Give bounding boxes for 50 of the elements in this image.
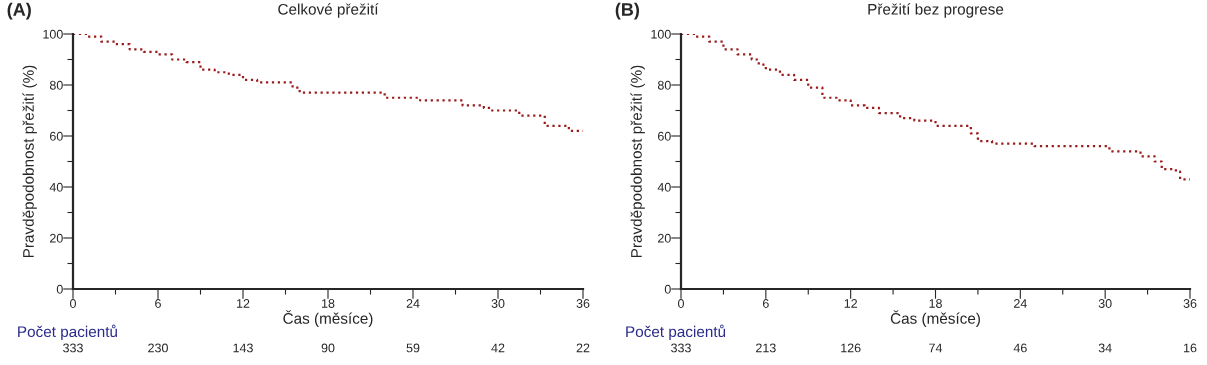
x-tick-label: 0 — [678, 299, 684, 308]
text: 34 — [1098, 343, 1112, 353]
chart-title: Celkové přežití — [278, 3, 379, 18]
y-axis-title: Pravděpodobnost přežití (%) — [630, 65, 645, 258]
y-tick-label: 0 — [56, 284, 63, 294]
x-tick-label: 12 — [844, 299, 857, 308]
x-tick-label: 24 — [406, 299, 420, 308]
y-tick-label: 60 — [658, 131, 671, 141]
y-tick-label: 40 — [49, 182, 63, 192]
x-tick-label: 18 — [322, 299, 335, 308]
x-tick-label: 36 — [576, 299, 590, 308]
text: 333 — [671, 343, 691, 353]
x-tick-label: 36 — [1183, 299, 1197, 308]
x-tick-label: 24 — [1014, 299, 1027, 308]
text: 74 — [929, 343, 943, 353]
x-tick-label: 12 — [237, 299, 250, 308]
text: 143 — [233, 343, 253, 353]
x-tick-label: 30 — [491, 299, 505, 308]
text: 333 — [63, 343, 83, 353]
x-tick-label: 30 — [1098, 299, 1112, 308]
y-tick-label: 80 — [657, 80, 671, 90]
text: 90 — [321, 343, 335, 353]
text: 22 — [576, 343, 590, 353]
text: Počet pacientů — [626, 324, 726, 341]
text: 230 — [148, 343, 168, 353]
y-tick-label: 40 — [657, 182, 671, 192]
y-tick-label: 100 — [43, 29, 63, 39]
x-tick-label: 6 — [155, 299, 161, 308]
text: 46 — [1013, 343, 1027, 353]
text: Počet pacientů — [18, 324, 117, 341]
text: 126 — [841, 343, 861, 353]
y-tick-label: 80 — [49, 80, 63, 90]
y-tick-label: 100 — [651, 29, 671, 39]
text: 59 — [406, 343, 420, 353]
text: (A) — [7, 2, 31, 20]
text: 16 — [1184, 343, 1197, 353]
chart-title: Přežití bez progrese — [868, 3, 1004, 18]
y-tick-label: 0 — [664, 284, 671, 294]
x-tick-label: 6 — [762, 299, 769, 308]
text: 213 — [756, 343, 776, 353]
y-axis-title: Pravděpodobnost přežití (%) — [22, 65, 37, 258]
x-axis-title: Čas (měsíce) — [283, 310, 373, 327]
x-tick-label: 0 — [70, 299, 76, 308]
x-axis-title: Čas (měsíce) — [890, 310, 980, 327]
text: 42 — [491, 343, 505, 353]
x-tick-label: 18 — [929, 299, 942, 308]
y-tick-label: 20 — [658, 233, 671, 243]
y-tick-label: 20 — [50, 233, 63, 243]
text: (B) — [615, 2, 639, 20]
y-tick-label: 60 — [50, 131, 63, 141]
